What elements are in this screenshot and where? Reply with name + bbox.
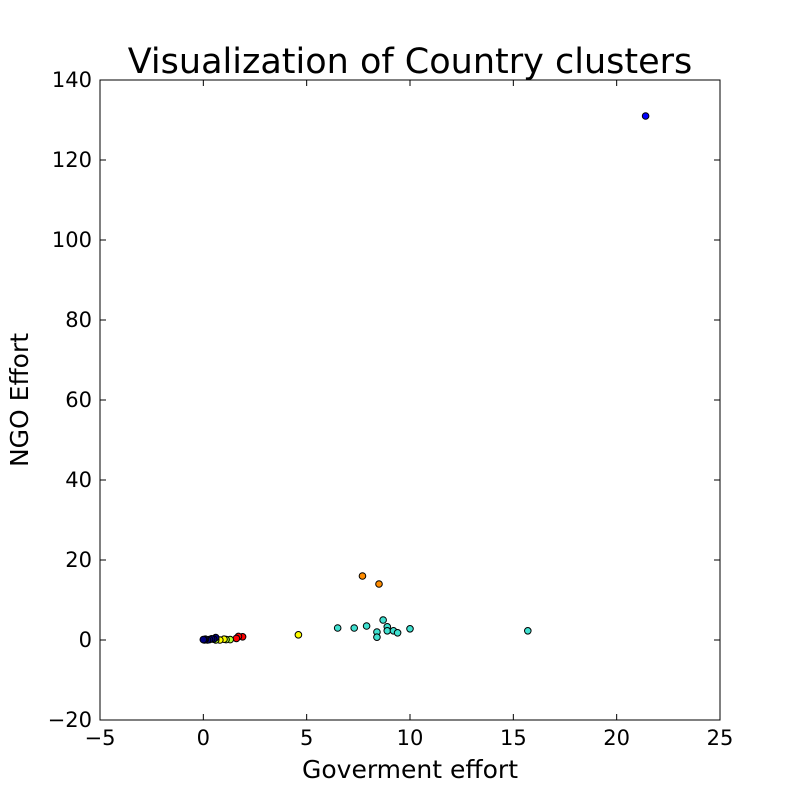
data-point bbox=[358, 572, 367, 580]
y-axis-label: NGO Effort bbox=[5, 333, 34, 467]
data-points bbox=[199, 112, 650, 644]
y-tick-label: 20 bbox=[65, 548, 92, 572]
x-tick-label: 15 bbox=[500, 726, 527, 750]
x-tick-label: 10 bbox=[397, 726, 424, 750]
axis-ticks: −5 0 5 10 15 20 25 −20 0 20 40 60 80 100 120 140 bbox=[48, 68, 734, 750]
data-point bbox=[294, 631, 303, 639]
data-point bbox=[333, 624, 342, 632]
x-tick-label: 20 bbox=[603, 726, 630, 750]
data-point bbox=[641, 112, 650, 120]
data-point bbox=[362, 622, 371, 630]
y-tick-label: 60 bbox=[65, 388, 92, 412]
data-point bbox=[393, 629, 402, 637]
data-point bbox=[373, 633, 381, 642]
plot-frame bbox=[99, 79, 721, 721]
y-tick-label: −20 bbox=[48, 708, 92, 732]
chart-title: Visualization of Country clusters bbox=[128, 42, 693, 82]
x-tick-label: 5 bbox=[300, 726, 313, 750]
y-tick-label: 100 bbox=[52, 228, 92, 252]
data-point bbox=[379, 616, 387, 624]
x-axis-label: Goverment effort bbox=[302, 755, 518, 784]
y-tick-label: 0 bbox=[79, 628, 92, 652]
data-point bbox=[375, 580, 383, 588]
data-point bbox=[524, 627, 532, 635]
y-tick-label: 140 bbox=[52, 68, 92, 92]
y-tick-label: 40 bbox=[65, 468, 92, 492]
data-point bbox=[199, 635, 208, 644]
data-point bbox=[350, 624, 359, 632]
x-tick-label: 25 bbox=[707, 726, 734, 750]
y-tick-label: 80 bbox=[65, 308, 92, 332]
data-point bbox=[383, 627, 392, 635]
x-tick-label: −5 bbox=[85, 726, 116, 750]
data-point bbox=[232, 634, 241, 643]
data-point bbox=[406, 625, 414, 633]
plot-area bbox=[100, 80, 720, 720]
x-tick-label: 0 bbox=[197, 726, 210, 750]
y-tick-label: 120 bbox=[52, 148, 92, 172]
